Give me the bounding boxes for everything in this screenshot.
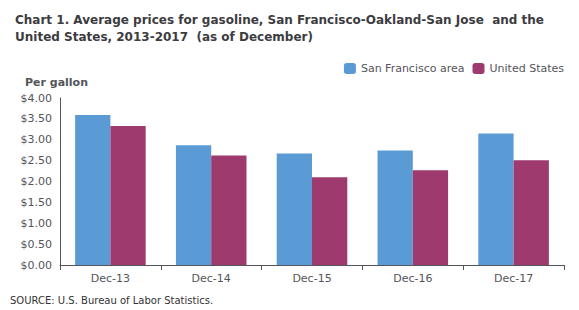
- svg-text:$2.50: $2.50: [21, 154, 53, 167]
- svg-text:Dec-17: Dec-17: [494, 272, 533, 285]
- svg-text:$1.50: $1.50: [21, 196, 53, 209]
- svg-text:United States: United States: [490, 62, 565, 75]
- svg-text:$1.00: $1.00: [21, 217, 53, 230]
- svg-text:Per gallon: Per gallon: [25, 76, 88, 89]
- svg-text:Chart 1. Average prices for ga: Chart 1. Average prices for gasoline, Sa…: [15, 13, 544, 27]
- svg-text:Dec-15: Dec-15: [292, 272, 331, 285]
- svg-text:Dec-14: Dec-14: [192, 272, 231, 285]
- svg-text:United States, 2013-2017 (as: United States, 2013-2017 (as of December…: [15, 30, 313, 44]
- svg-text:$2.00: $2.00: [21, 175, 53, 188]
- svg-text:$3.50: $3.50: [21, 112, 53, 125]
- svg-text:$0.00: $0.00: [21, 259, 53, 272]
- svg-text:San Francisco area: San Francisco area: [361, 62, 465, 75]
- svg-text:$4.00: $4.00: [21, 92, 53, 105]
- svg-text:Dec-16: Dec-16: [393, 272, 432, 285]
- svg-text:Dec-13: Dec-13: [91, 272, 130, 285]
- svg-text:$0.50: $0.50: [21, 238, 53, 251]
- svg-text:$3.00: $3.00: [21, 133, 53, 146]
- svg-text:SOURCE: U.S. Bureau of Labor S: SOURCE: U.S. Bureau of Labor Statistics.: [10, 295, 213, 306]
